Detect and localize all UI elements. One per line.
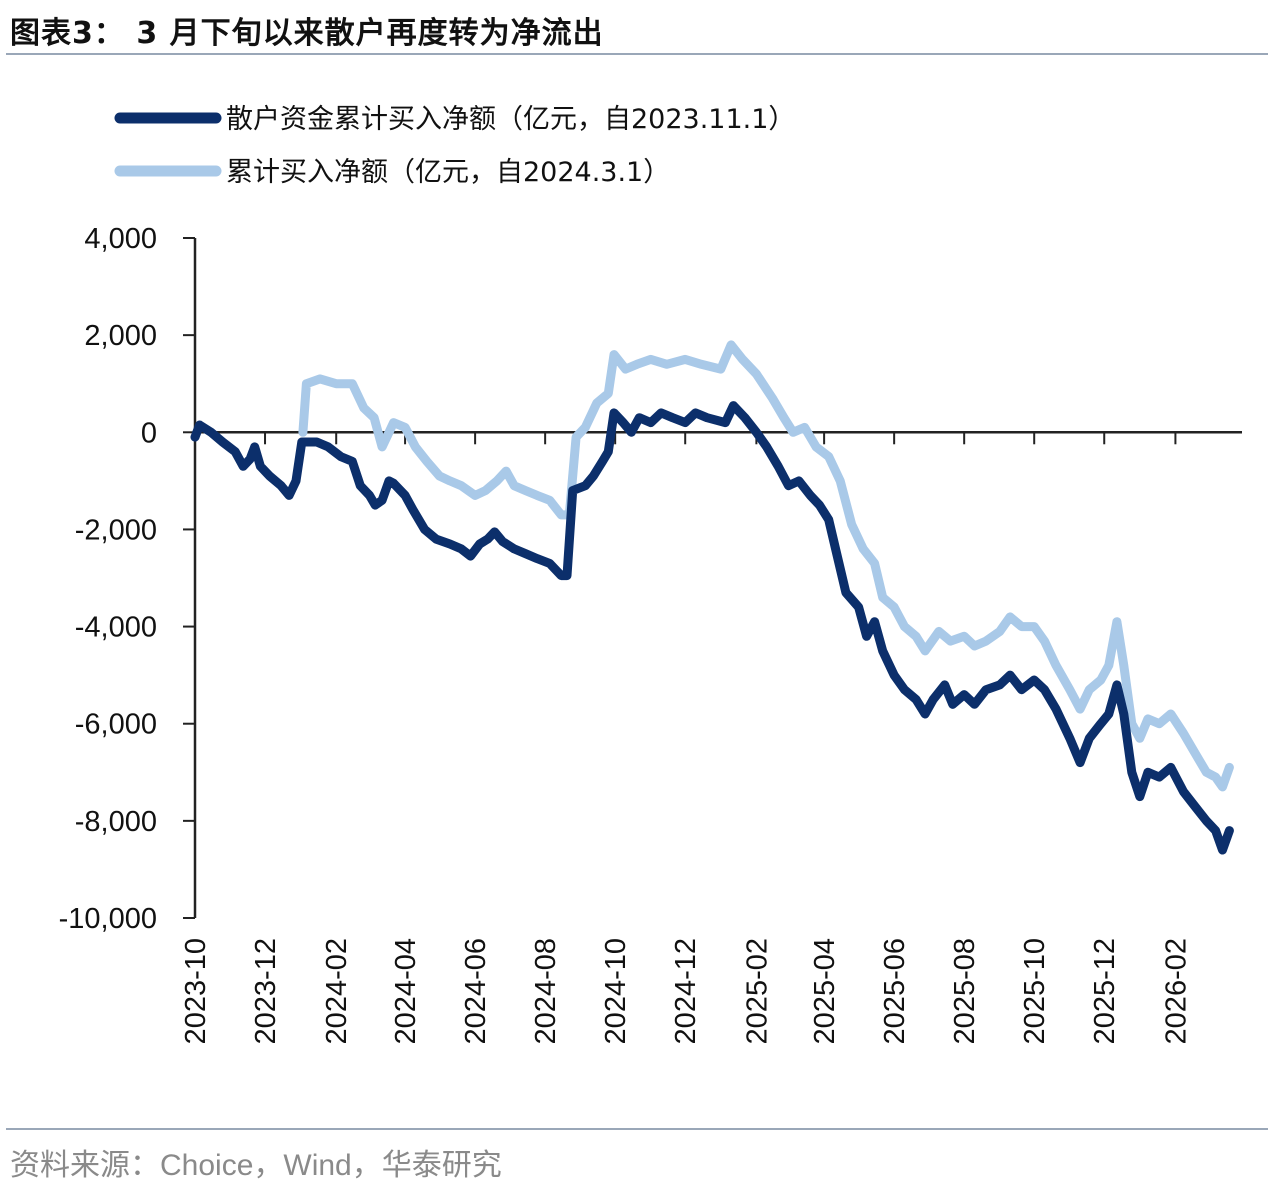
legend-label-2: 累计买入净额（亿元，自2024.3.1） — [226, 157, 670, 188]
y-tick-label: -6,000 — [75, 709, 157, 741]
x-tick-label: 2026-02 — [1160, 938, 1192, 1044]
y-axis: 4,000 2,000 0 -2,000 -4,000 -6,000 -8,000 -10,0… — [59, 223, 197, 935]
legend-label-1: 散户资金累计买入净额（亿元，自2023.11.1） — [226, 104, 795, 135]
x-tick-label: 2024-08 — [530, 938, 562, 1044]
x-tick-label: 2025-10 — [1019, 938, 1051, 1044]
x-tick-label: 2024-04 — [390, 938, 422, 1044]
x-tick-label: 2024-06 — [460, 938, 492, 1044]
figure-title: 图表3： 3 月下旬以来散户再度转为净流出 — [10, 16, 604, 51]
series-line-1 — [190, 401, 1234, 855]
y-tick-label: -8,000 — [75, 806, 157, 838]
x-tick-label: 2025-08 — [949, 938, 981, 1044]
x-axis: 2023-10 2023-12 2024-02 2024-04 2024-06 2024-… — [180, 431, 1242, 1044]
plot-area — [190, 340, 1234, 855]
title-divider — [6, 53, 1268, 55]
source-note: 资料来源：Choice，Wind，华泰研究 — [10, 1149, 502, 1182]
x-tick-label: 2025-06 — [879, 938, 911, 1044]
y-tick-label: 2,000 — [84, 320, 157, 352]
y-tick-label: 4,000 — [84, 223, 157, 255]
y-tick-label: 0 — [141, 417, 157, 449]
x-tick-label: 2024-10 — [600, 938, 632, 1044]
x-tick-label: 2023-10 — [180, 938, 212, 1044]
x-tick-label: 2024-12 — [670, 938, 702, 1044]
y-tick-label: -2,000 — [75, 514, 157, 546]
legend: 散户资金累计买入净额（亿元，自2023.11.1） 累计买入净额（亿元，自2024… — [114, 104, 795, 188]
x-tick-label: 2025-12 — [1089, 938, 1121, 1044]
source-divider — [6, 1128, 1268, 1130]
line-chart: 散户资金累计买入净额（亿元，自2023.11.1） 累计买入净额（亿元，自2024… — [59, 104, 1242, 1044]
x-tick-label: 2025-04 — [809, 938, 841, 1044]
x-tick-label: 2025-02 — [741, 938, 773, 1044]
y-tick-label: -10,000 — [59, 903, 157, 935]
x-tick-label: 2024-02 — [321, 938, 353, 1044]
y-tick-label: -4,000 — [75, 612, 157, 644]
x-tick-label: 2023-12 — [250, 938, 282, 1044]
series-line-2 — [298, 340, 1234, 792]
